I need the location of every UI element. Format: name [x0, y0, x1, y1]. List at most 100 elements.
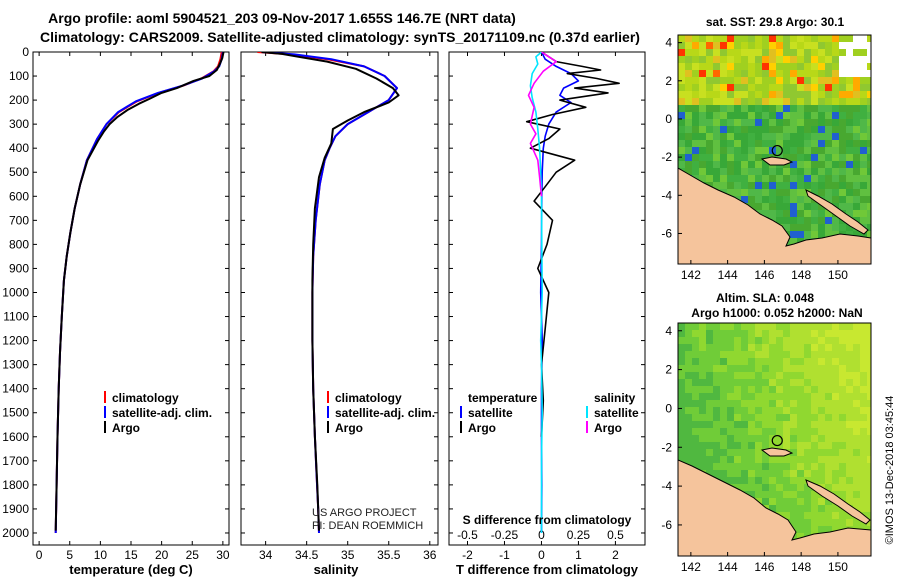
map-cell	[685, 344, 692, 351]
map-cell	[783, 91, 790, 98]
map-cell	[678, 42, 685, 49]
map-cell	[741, 98, 748, 105]
map-cell	[734, 63, 741, 70]
map-cell	[713, 126, 720, 133]
series-line-s-satellite	[529, 52, 544, 533]
map-cell	[734, 126, 741, 133]
map-cell	[832, 519, 839, 526]
map-cell	[720, 407, 727, 414]
map-cell	[832, 470, 839, 477]
map-cell	[678, 56, 685, 63]
map-cell	[678, 393, 685, 400]
map-cell	[860, 119, 867, 126]
map-cell	[790, 154, 797, 161]
map-cell	[713, 407, 720, 414]
map-cell	[818, 470, 825, 477]
map-cell	[839, 414, 846, 421]
x-tick-label: 34	[259, 548, 273, 562]
map-cell	[685, 91, 692, 98]
map-cell	[720, 84, 727, 91]
map-cell	[741, 133, 748, 140]
map-cell	[748, 182, 755, 189]
map-cell	[790, 435, 797, 442]
depth-tick-label: 1500	[2, 406, 29, 420]
map-cell	[825, 470, 832, 477]
map-cell	[839, 491, 846, 498]
map-cell	[720, 98, 727, 105]
map-cell	[818, 140, 825, 147]
map-cell	[860, 217, 867, 224]
map-cell	[720, 133, 727, 140]
map-cell	[811, 365, 818, 372]
map-cell	[825, 175, 832, 182]
map-cell	[720, 330, 727, 337]
map-cell	[860, 91, 867, 98]
map-cell	[804, 428, 811, 435]
map-cell	[797, 140, 804, 147]
map-cell	[811, 70, 818, 77]
map-cell	[678, 49, 685, 56]
map-cell	[748, 400, 755, 407]
map-cell	[818, 477, 825, 484]
map-cell	[685, 161, 692, 168]
map-cell	[790, 470, 797, 477]
map-cell	[755, 365, 762, 372]
map-cell	[804, 98, 811, 105]
map-cell	[762, 323, 769, 330]
map-cell	[846, 112, 853, 119]
map-cell	[790, 337, 797, 344]
map-cell	[699, 449, 706, 456]
map-cell	[678, 161, 685, 168]
map-cell	[776, 358, 783, 365]
map-cell	[839, 407, 846, 414]
map-cell	[818, 323, 825, 330]
map-cell	[755, 442, 762, 449]
map-cell	[734, 168, 741, 175]
map-cell	[727, 98, 734, 105]
map-cell	[748, 365, 755, 372]
map-cell	[860, 323, 867, 330]
legend-label-argo: Argo	[112, 421, 140, 435]
map-cell	[734, 477, 741, 484]
map-cell	[776, 484, 783, 491]
map-cell	[678, 442, 685, 449]
x-tick-label: 34.5	[295, 548, 319, 562]
map-cell	[811, 126, 818, 133]
map-cell	[769, 63, 776, 70]
depth-tick-label: 400	[9, 141, 29, 155]
map-cell	[853, 442, 860, 449]
map-cell	[867, 217, 871, 224]
map-cell	[734, 435, 741, 442]
map-cell	[797, 435, 804, 442]
map-cell	[734, 154, 741, 161]
map-cell	[825, 477, 832, 484]
map-cell	[853, 379, 860, 386]
map-cell	[797, 133, 804, 140]
map-cell	[706, 84, 713, 91]
map-cell	[769, 189, 776, 196]
map-cell	[755, 119, 762, 126]
map-cell	[692, 358, 699, 365]
map-cell	[839, 63, 846, 70]
map-cell	[741, 470, 748, 477]
map-cell	[741, 379, 748, 386]
map-cell	[699, 154, 706, 161]
map-cell	[846, 512, 853, 519]
map-cell	[741, 344, 748, 351]
map-cell	[727, 140, 734, 147]
map-cell	[832, 168, 839, 175]
map-cell	[755, 203, 762, 210]
map-cell	[853, 140, 860, 147]
map-cell	[685, 168, 692, 175]
map-cell	[776, 337, 783, 344]
map-cell	[762, 351, 769, 358]
map-cell	[846, 35, 853, 42]
map-cell	[818, 414, 825, 421]
map-cell	[699, 393, 706, 400]
map-cell	[692, 168, 699, 175]
map-cell	[699, 351, 706, 358]
map-cell	[867, 91, 871, 98]
map-cell	[853, 463, 860, 470]
map-cell	[685, 456, 692, 463]
